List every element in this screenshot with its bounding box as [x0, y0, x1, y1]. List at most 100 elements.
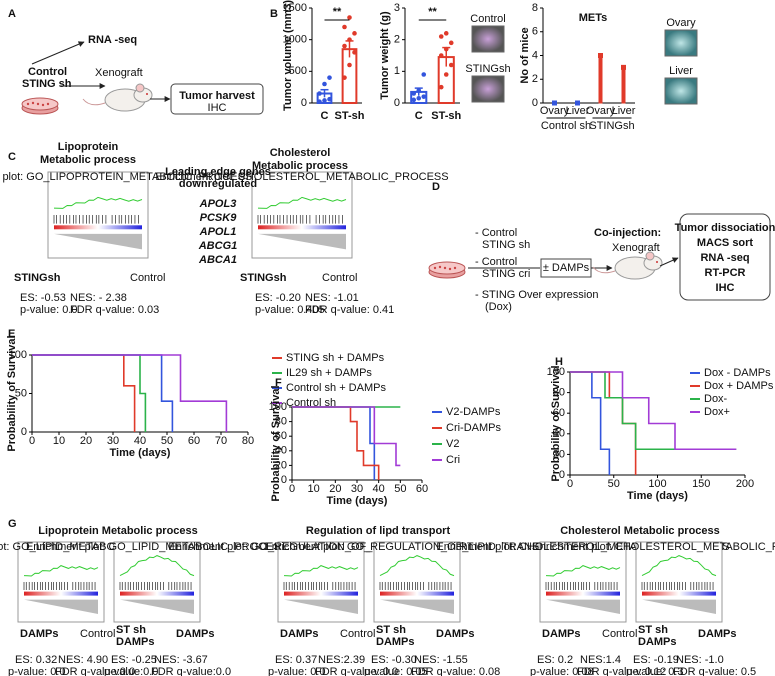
stat: ES: -0.20 [255, 292, 301, 304]
stat: ES: 0.32 [15, 654, 57, 666]
stat: FDR q-value: 0.41 [305, 304, 394, 316]
data-point [352, 50, 357, 55]
x-tick-label: Ovary [540, 105, 570, 117]
y-axis-label: No of mice [519, 27, 531, 83]
gsea-curve [545, 565, 621, 577]
group-label: DAMPs [176, 628, 215, 640]
x-tick-label: Ovary [586, 105, 616, 117]
mouse-tail [592, 266, 616, 274]
cell-dot [41, 103, 45, 107]
x-tick-label: 200 [736, 478, 754, 490]
panel-label: F [275, 377, 282, 389]
stat: ES: -0.30 [371, 654, 417, 666]
mouse-eye [656, 261, 658, 263]
group-label: ST sh [116, 624, 146, 636]
data-point [443, 46, 449, 52]
panel-label: E [8, 328, 15, 340]
survival-curve [32, 354, 174, 432]
photo [471, 25, 505, 53]
x-tick-label: 100 [648, 478, 666, 490]
dish-icon [21, 97, 59, 111]
stat: p-value: 0.0 [20, 304, 77, 316]
group-label: DAMPs [376, 636, 415, 648]
cell-dot [443, 266, 447, 270]
stat: FDR q-value: 0.12 [577, 666, 666, 676]
group-label: Control [130, 272, 165, 284]
y-tick-label: 0 [301, 97, 307, 109]
gsea-bar [54, 225, 142, 230]
data-point [443, 72, 449, 77]
set-title: Cholesterol Metabolic process [560, 525, 720, 537]
x-axis-label: Time (days) [627, 490, 688, 502]
x-tick-label: 30 [351, 483, 363, 495]
group-label: DAMPs [698, 628, 737, 640]
legend-label: Control sh + DAMPs [286, 382, 386, 394]
data-point [411, 97, 417, 103]
data-point [322, 98, 327, 103]
stat: NES: - 2.38 [70, 292, 127, 304]
survival-curve [292, 406, 376, 480]
gsea-curve [283, 565, 359, 577]
stat: p-value: 0.0 [8, 666, 65, 676]
survival-curve [570, 371, 737, 451]
significance: ** [428, 6, 437, 18]
data-point [438, 53, 444, 58]
step-label: IHC [208, 102, 227, 114]
stat: NES: -1.55 [414, 654, 468, 666]
group-label: DAMPs [20, 628, 59, 640]
stat: p-value: 0.08 [530, 666, 594, 676]
y-tick-label: 80 [275, 416, 287, 428]
x-tick-label: Liver [612, 105, 636, 117]
y-tick-label: 2 [394, 34, 400, 46]
connector [31, 41, 85, 65]
stat: FDR q-value: 0.5 [673, 666, 756, 676]
stat: p-value: 0.405 [255, 304, 325, 316]
step-label: RNA -seq [88, 34, 137, 46]
legend-label: Dox + DAMPs [704, 380, 774, 392]
cell-dot [26, 102, 30, 106]
group-label: STING sh [482, 239, 530, 251]
y-tick-label: 40 [275, 445, 287, 457]
group-label: STINGsh [589, 120, 634, 132]
gsea-bar [24, 591, 98, 596]
plot-title: Lipoprotein [58, 141, 119, 153]
panel-label: B [270, 8, 278, 20]
stat: ES: 0.37 [275, 654, 317, 666]
photo [664, 77, 698, 105]
panel-label: C [8, 151, 16, 163]
y-axis-label: Tumor volume (mm3) [282, 0, 294, 111]
x-tick-label: 10 [53, 435, 65, 447]
photo-label: Liver [669, 65, 693, 77]
gsea-bar [284, 591, 358, 596]
legend-label: Cri-DAMPs [446, 422, 501, 434]
stat: p-value:0.0 [104, 666, 158, 676]
gene: PCSK9 [200, 212, 238, 224]
survival-curve [570, 371, 737, 451]
x-tick-label: 0 [289, 483, 295, 495]
legend-label: Dox - DAMPs [704, 367, 771, 379]
group-label: - Control [475, 256, 517, 268]
gsea-title: Enrichment plot: GO_REGULATION_OF_LIPID_… [264, 541, 570, 553]
x-tick-label: 50 [161, 435, 173, 447]
x-tick-label: 0 [29, 435, 35, 447]
step-label: MACS sort [697, 237, 754, 249]
stat: NES:2.39 [318, 654, 365, 666]
group-label: Control [80, 628, 115, 640]
survival-curve [292, 406, 380, 480]
bar-marker [575, 100, 580, 106]
significance: ** [333, 6, 342, 18]
y-tick-label: 0 [394, 97, 400, 109]
x-tick-label: 60 [188, 435, 200, 447]
step-box [679, 213, 771, 301]
gsea-rank [380, 599, 454, 614]
step-label: Xenograft [95, 67, 143, 79]
gsea-rank [642, 599, 716, 614]
stat: ES: -0.53 [20, 292, 66, 304]
plot-title: Metabolic process [40, 154, 136, 166]
x-tick-label: 20 [329, 483, 341, 495]
x-axis-label: Time (days) [327, 495, 388, 507]
y-tick-label: 0 [532, 97, 538, 109]
group-label: Control [602, 628, 637, 640]
y-tick-label: 1500 [283, 2, 307, 14]
step-label: Co-injection: [594, 227, 661, 239]
